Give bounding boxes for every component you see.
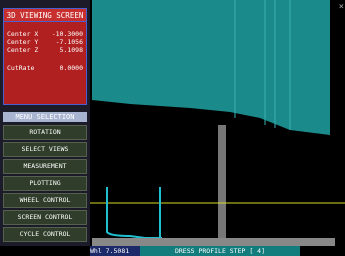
wheel-value: 7.5081 — [106, 247, 129, 255]
close-button[interactable]: × — [339, 2, 344, 12]
readout-label: Center Z — [7, 46, 38, 54]
wheel-label: Whl — [90, 247, 102, 255]
readout-value: 0.0000 — [60, 64, 83, 72]
readout-label: Center X — [7, 30, 38, 38]
wheel-readout: Whl 7.5081 — [90, 246, 140, 256]
status-bar: Whl 7.5081 DRESS PROFILE STEP [ 4] — [0, 246, 345, 256]
menu-button[interactable]: WHEEL CONTROL — [3, 193, 87, 208]
readout-row: Center Z 5.1098 — [7, 46, 83, 54]
screen: × 3D VIEWING SCREEN Center X-10.3000Cent… — [0, 0, 345, 256]
readout-value: -7.1056 — [56, 38, 83, 46]
menu-button[interactable]: ROTATION — [3, 125, 87, 140]
menu-button[interactable]: SELECT VIEWS — [3, 142, 87, 157]
menu-button[interactable]: CYCLE CONTROL — [3, 227, 87, 242]
menu-button[interactable]: PLOTTING — [3, 176, 87, 191]
scroll-bar — [92, 238, 335, 246]
panel-title: 3D VIEWING SCREEN — [3, 8, 87, 22]
wheel-shape — [92, 0, 330, 135]
viewport — [90, 0, 345, 246]
menu-title: MENU SELECTION — [3, 112, 87, 122]
readout-row: Center Y -7.1056 — [7, 38, 83, 46]
readout-value: 5.1098 — [60, 46, 83, 54]
menu-button[interactable]: SCREEN CONTROL — [3, 210, 87, 225]
readouts: Center X -10.3000 Center Y -7.1056 Center Z 5… — [3, 22, 87, 105]
spindle — [218, 125, 226, 240]
menu-button[interactable]: MEASUREMENT — [3, 159, 87, 174]
readout-row: CutRate 0.0000 — [7, 64, 83, 72]
profile — [107, 187, 162, 240]
readout-label: Center Y — [7, 38, 38, 46]
status-message: DRESS PROFILE STEP [ 4] — [140, 246, 300, 256]
readout-value: -10.3000 — [52, 30, 83, 38]
readout-row: Center X -10.3000 — [7, 30, 83, 38]
readout-label: CutRate — [7, 64, 34, 72]
